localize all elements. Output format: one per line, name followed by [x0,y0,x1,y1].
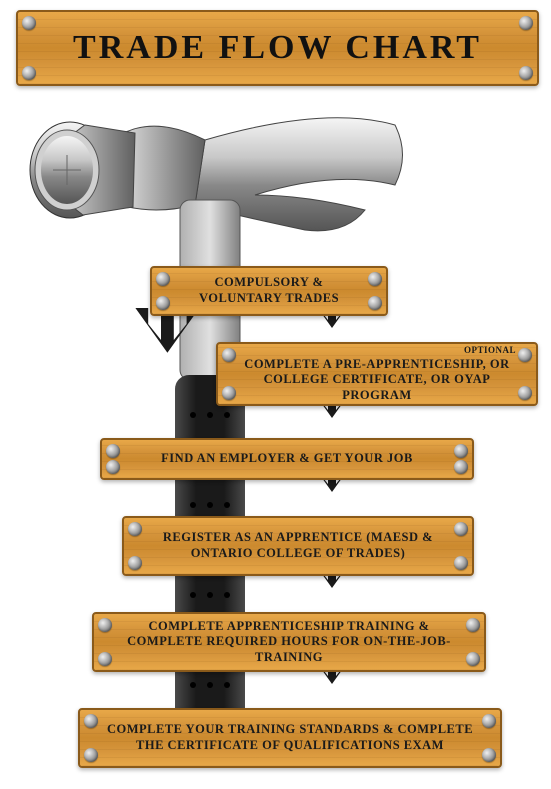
step-2-optional: OPTIONAL [464,345,516,355]
step-6-plank: COMPLETE YOUR TRAINING STANDARDS & COMPL… [78,708,502,768]
step-4-label: REGISTER AS AN APPRENTICE (MAESD & ONTAR… [124,530,472,561]
step-2-plank: OPTIONAL COMPLETE A PRE-APPRENTICESHIP, … [216,342,538,406]
step-1-plank: COMPULSORY & VOLUNTARY TRADES [150,266,388,316]
step-2-label: COMPLETE A PRE-APPRENTICESHIP, OR COLLEG… [218,357,536,404]
step-6-label: COMPLETE YOUR TRAINING STANDARDS & COMPL… [80,722,500,753]
step-5-plank: COMPLETE APPRENTICESHIP TRAINING & COMPL… [92,612,486,672]
step-1-label: COMPULSORY & VOLUNTARY TRADES [152,275,386,306]
step-3-label: FIND AN EMPLOYER & GET YOUR JOB [141,451,433,467]
step-3-plank: FIND AN EMPLOYER & GET YOUR JOB [100,438,474,480]
title-plank: TRADE FLOW CHART [16,10,539,86]
step-4-plank: REGISTER AS AN APPRENTICE (MAESD & ONTAR… [122,516,474,576]
step-5-label: COMPLETE APPRENTICESHIP TRAINING & COMPL… [94,619,484,666]
chart-title: TRADE FLOW CHART [73,29,482,67]
